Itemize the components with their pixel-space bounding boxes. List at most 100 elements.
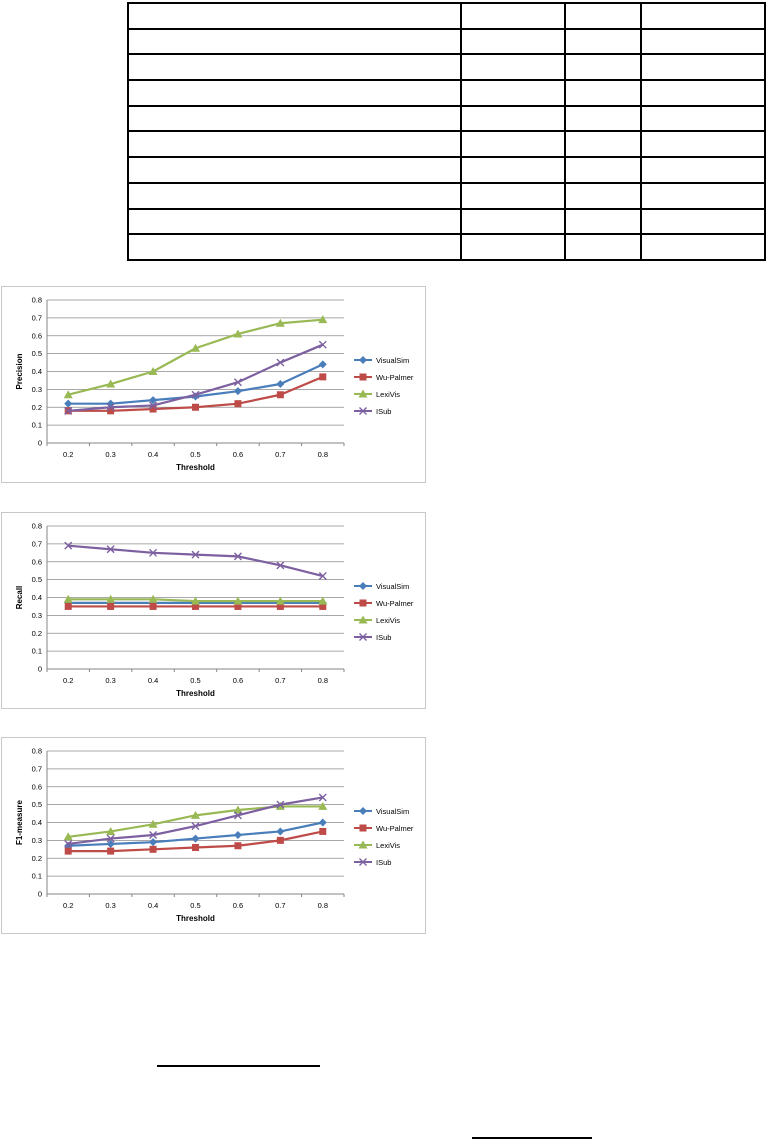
x-tick-label: 0.7 <box>275 450 285 459</box>
legend-item: VisualSim <box>354 582 409 591</box>
y-tick-label: 0.3 <box>32 385 42 394</box>
legend-item: VisualSim <box>354 807 409 816</box>
data-point <box>107 847 115 855</box>
table-row <box>127 207 766 236</box>
table-row <box>127 53 766 82</box>
data-point <box>276 380 285 389</box>
legend-label: Wu-Palmer <box>376 824 414 833</box>
table-cell <box>127 53 462 82</box>
table-cell <box>127 156 462 184</box>
x-tick-label: 0.5 <box>190 676 200 685</box>
legend-item: ISub <box>354 633 391 642</box>
x-axis-title: Threshold <box>176 914 215 923</box>
horizontal-rule <box>472 1137 592 1139</box>
y-tick-label: 0.7 <box>32 539 42 548</box>
x-tick-label: 0.6 <box>233 676 243 685</box>
data-point <box>233 596 243 605</box>
chart-svg: 0 0.1 0.2 0.3 0.4 0.5 0.6 0.7 0.8 0.2 0.3 0.4 0.5 0.6… <box>15 522 414 699</box>
legend-item: Wu-Palmer <box>354 373 414 382</box>
data-point <box>64 847 72 855</box>
chart-svg: 0 0.1 0.2 0.3 0.4 0.5 0.6 0.7 0.8 0.2 0.3 0.4 0.5 0.6… <box>15 747 414 924</box>
data-point <box>149 405 157 413</box>
table-cell <box>460 207 566 236</box>
y-tick-label: 0.3 <box>32 611 42 620</box>
data-point <box>106 594 116 603</box>
y-tick-label: 0.2 <box>32 629 42 638</box>
y-tick-label: 0 <box>38 439 42 448</box>
data-point <box>191 596 200 605</box>
data-point <box>233 811 242 820</box>
y-tick-label: 0.8 <box>32 522 42 531</box>
y-tick-label: 0.2 <box>32 854 42 863</box>
series-wu-palmer <box>64 602 327 610</box>
y-axis-title: Recall <box>15 586 24 610</box>
data-point <box>359 582 367 590</box>
legend-label: LexiVis <box>376 841 400 850</box>
table-row <box>127 79 766 107</box>
table-cell <box>564 181 642 210</box>
table-cell <box>640 130 766 159</box>
data-point <box>148 594 158 603</box>
data-point <box>64 602 72 610</box>
data-point <box>275 596 285 605</box>
data-point <box>191 392 200 401</box>
data-point <box>149 396 158 405</box>
x-tick-label: 0.4 <box>148 901 158 910</box>
data-point <box>319 602 327 610</box>
table-row <box>127 104 766 133</box>
table-cell <box>564 207 642 236</box>
data-point <box>276 358 285 367</box>
data-point <box>233 387 242 396</box>
x-tick-label: 0.2 <box>63 676 73 685</box>
data-point <box>191 550 200 559</box>
data-point <box>64 839 73 848</box>
y-tick-label: 0.1 <box>32 647 42 656</box>
table-cell <box>460 53 566 82</box>
data-point <box>359 807 367 815</box>
table-cell <box>460 79 566 107</box>
y-tick-label: 0.8 <box>32 296 42 305</box>
x-tick-label: 0.2 <box>63 450 73 459</box>
legend-item: Wu-Palmer <box>354 599 414 608</box>
table-cell <box>460 156 566 184</box>
legend-item: LexiVis <box>354 615 400 625</box>
table-cell <box>640 207 766 236</box>
table-row <box>127 181 766 210</box>
data-point <box>63 390 73 399</box>
table-cell <box>564 53 642 82</box>
legend-item: LexiVis <box>354 840 400 850</box>
data-point <box>276 602 284 610</box>
data-point <box>359 599 367 607</box>
legend-item: ISub <box>354 407 391 416</box>
data-point <box>318 340 327 349</box>
y-tick-label: 0.7 <box>32 313 42 322</box>
x-tick-label: 0.8 <box>318 676 328 685</box>
data-point <box>192 602 199 610</box>
data-point <box>191 343 200 352</box>
series-isub <box>64 340 327 415</box>
y-axis-title: F1-measure <box>15 800 24 845</box>
empty-table <box>127 2 766 261</box>
y-tick-label: 0.4 <box>32 593 42 602</box>
data-point <box>107 407 115 415</box>
data-point <box>358 840 368 849</box>
data-point <box>106 826 116 835</box>
table-cell <box>564 156 642 184</box>
data-point <box>106 839 115 848</box>
data-point <box>191 810 200 819</box>
y-tick-label: 0.5 <box>32 575 42 584</box>
data-point <box>318 572 327 581</box>
table-cell <box>564 27 642 56</box>
x-tick-label: 0.3 <box>105 676 115 685</box>
legend-item: Wu-Palmer <box>354 824 414 833</box>
y-tick-label: 0.5 <box>32 349 42 358</box>
table-row <box>127 130 766 159</box>
y-tick-label: 0.2 <box>32 403 42 412</box>
legend-item: LexiVis <box>354 389 400 399</box>
table-cell <box>460 104 566 133</box>
data-point <box>106 403 115 412</box>
y-tick-label: 0.1 <box>32 872 42 881</box>
data-point <box>106 379 116 388</box>
table-cell <box>127 233 462 261</box>
x-tick-label: 0.3 <box>105 901 115 910</box>
